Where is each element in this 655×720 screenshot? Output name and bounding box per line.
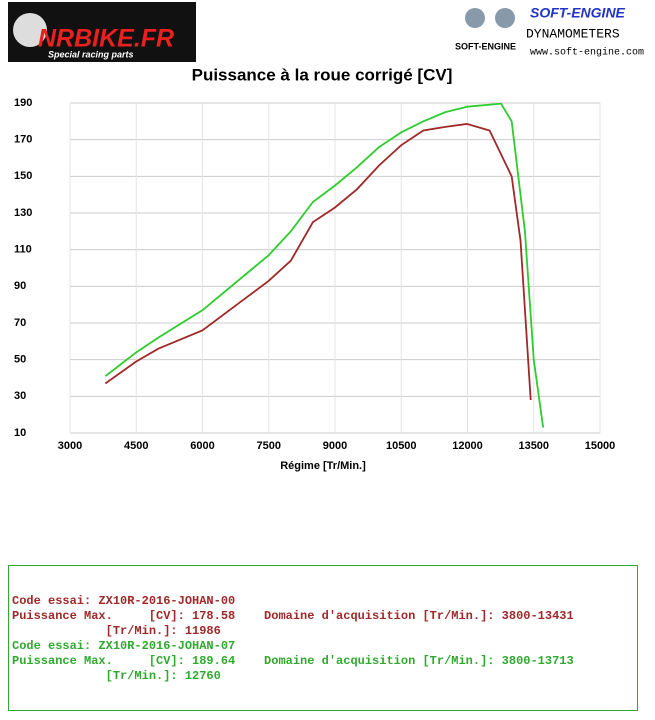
info-line: Puissance Max. [CV]: 178.58 Domaine d'ac… <box>12 609 574 623</box>
info-line: Code essai: ZX10R-2016-JOHAN-00 <box>12 594 236 608</box>
x-tick-label: 4500 <box>124 440 148 452</box>
y-tick-label: 170 <box>14 134 32 146</box>
y-tick-label: 150 <box>14 170 32 182</box>
info-line: Code essai: ZX10R-2016-JOHAN-07 <box>12 639 236 653</box>
y-tick-label: 190 <box>14 97 32 109</box>
x-tick-label: 3000 <box>58 440 82 452</box>
dyno-small: SOFT-ENGINE <box>455 41 516 51</box>
y-tick-label: 10 <box>14 427 26 439</box>
dyno-url: www.soft-engine.com <box>530 47 644 59</box>
y-tick-label: 90 <box>14 280 26 292</box>
x-tick-label: 15000 <box>585 440 616 452</box>
x-axis-label: Régime [Tr/Min.] <box>280 460 366 472</box>
chart: NRBIKE.FR Special racing parts SOFT-ENGI… <box>8 2 644 472</box>
info-line: [Tr/Min.]: 11986 <box>12 624 221 638</box>
x-tick-label: 6000 <box>190 440 214 452</box>
brand-tagline: Special racing parts <box>48 49 134 59</box>
x-tick-label: 12000 <box>452 440 483 452</box>
x-tick-label: 7500 <box>257 440 281 452</box>
chart-title: Puissance à la roue corrigé [CV] <box>192 65 453 84</box>
y-tick-label: 50 <box>14 354 26 366</box>
dyno-label: DYNAMOMETERS <box>526 26 620 41</box>
y-tick-label: 110 <box>14 244 32 256</box>
brand-name: NRBIKE.FR <box>38 25 174 53</box>
x-tick-label: 13500 <box>518 440 549 452</box>
x-tick-label: 10500 <box>386 440 417 452</box>
y-tick-label: 70 <box>14 317 26 329</box>
info-line: Puissance Max. [CV]: 189.64 Domaine d'ac… <box>12 654 574 668</box>
dyno-brand: SOFT-ENGINE <box>530 5 626 21</box>
y-tick-label: 130 <box>14 207 32 219</box>
helmet-icon <box>13 13 47 47</box>
y-tick-label: 30 <box>14 390 26 402</box>
info-box: Code essai: ZX10R-2016-JOHAN-00 Puissance… <box>8 565 638 711</box>
x-tick-label: 9000 <box>323 440 347 452</box>
piston-icon <box>495 8 515 28</box>
series-line <box>104 102 545 428</box>
series-line <box>104 123 532 401</box>
piston-icon <box>465 8 485 28</box>
info-line: [Tr/Min.]: 12760 <box>12 669 221 683</box>
